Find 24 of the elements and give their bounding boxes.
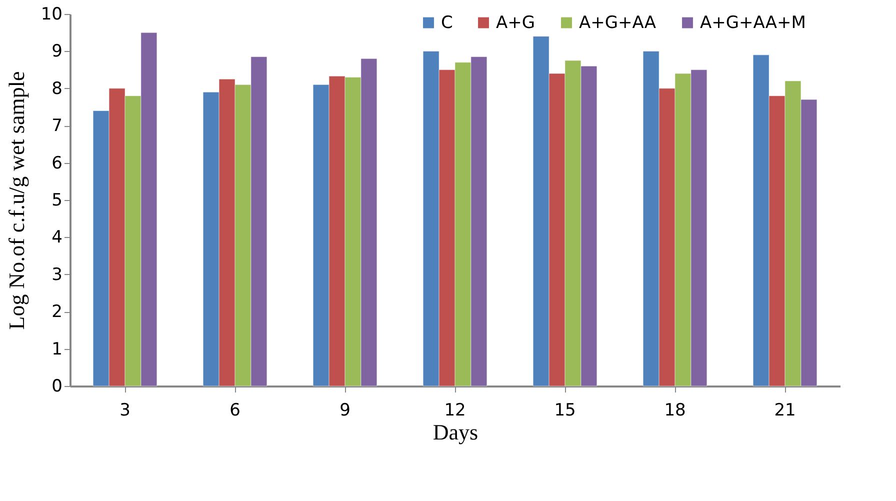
- y-tick-label: 0: [52, 376, 62, 396]
- y-tick-label: 8: [52, 78, 62, 99]
- y-tick-label: 2: [52, 302, 62, 322]
- legend-label: A+G+AA+M: [700, 12, 806, 33]
- y-tick-label: 10: [40, 4, 62, 24]
- x-tick-label: 21: [774, 400, 796, 420]
- y-tick-label: 1: [52, 339, 62, 360]
- x-axis-title: Days: [432, 420, 478, 444]
- y-tick-label: 7: [52, 116, 62, 136]
- legend-label: A+G+AA: [579, 12, 656, 33]
- x-tick-label: 15: [554, 400, 576, 420]
- y-tick-label: 9: [52, 42, 62, 62]
- x-tick-label: 6: [230, 400, 240, 420]
- y-tick-label: 4: [52, 228, 62, 248]
- y-tick-label: 5: [52, 190, 62, 210]
- y-tick-label: 3: [52, 264, 62, 285]
- legend-label: C: [441, 12, 453, 33]
- x-tick-label: 9: [340, 400, 350, 420]
- y-axis-title: Log No.of c.f.u/g wet sample: [4, 71, 29, 330]
- x-tick-label: 12: [444, 400, 466, 420]
- legend-label: A+G: [496, 12, 536, 33]
- x-tick-label: 3: [120, 400, 130, 420]
- y-tick-label: 6: [52, 153, 62, 174]
- x-tick-label: 18: [664, 400, 686, 420]
